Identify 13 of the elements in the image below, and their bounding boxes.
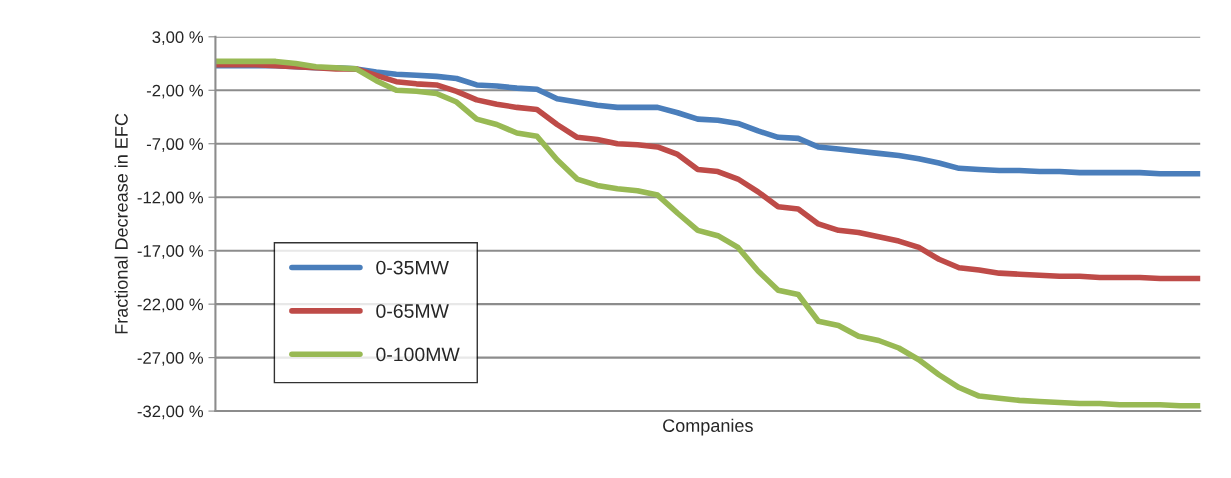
legend-label: 0-35MW (376, 260, 449, 275)
y-tick-label: -2,00 % (146, 84, 204, 99)
y-tick-label: -7,00 % (146, 138, 204, 152)
y-tick-label: -12,00 % (137, 191, 204, 206)
y-tick-label: -22,00 % (137, 298, 204, 313)
legend-label: 0-65MW (376, 304, 449, 318)
y-axis-title: Fractional Decrease in EFC (114, 113, 128, 334)
x-axis-title: Companies (663, 418, 753, 436)
y-tick-label: -32,00 % (137, 405, 204, 420)
y-tick-label: -17,00 % (137, 245, 204, 259)
y-tick-label: 3,00 % (152, 31, 204, 45)
y-tick-label: -27,00 % (137, 352, 204, 366)
legend-label: 0-100MW (376, 347, 460, 362)
